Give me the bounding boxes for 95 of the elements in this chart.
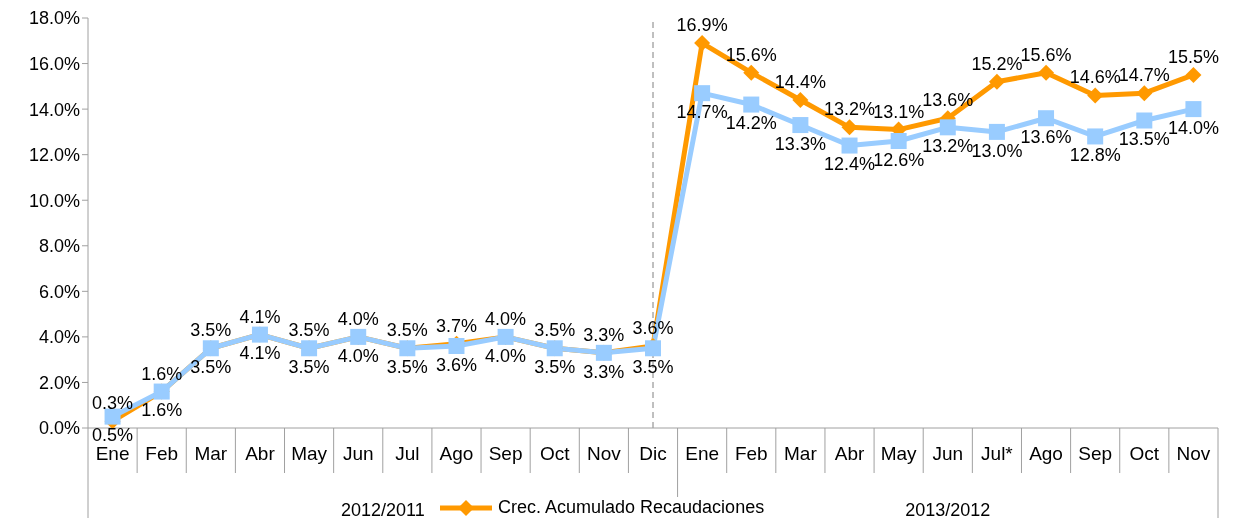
point: [939, 119, 956, 136]
data-label: 13.1%: [873, 101, 925, 122]
point: [841, 119, 858, 136]
data-label: 3.5%: [386, 357, 428, 378]
point: [841, 137, 858, 154]
x-tick-label: Feb: [734, 443, 768, 464]
point: [890, 133, 907, 149]
x-tick-label: Mar: [194, 443, 228, 464]
x-tick-label: Ago: [439, 443, 474, 464]
data-label: 12.8%: [1069, 145, 1121, 166]
data-label: 4.0%: [485, 345, 527, 366]
x-tick-label: Abr: [245, 443, 276, 464]
y-tick-label: 8.0%: [38, 236, 80, 257]
text: 2012/2011: [339, 500, 426, 518]
x-tick-label: Sep: [488, 443, 523, 464]
data-label: 15.6%: [725, 44, 777, 65]
y-tick-label: 4.0%: [38, 327, 80, 348]
data-label: 0.3%: [92, 393, 134, 414]
point: [743, 96, 760, 113]
x-tick-label: Dic: [639, 443, 667, 464]
point: [988, 73, 1005, 90]
data-label: 14.6%: [1069, 67, 1121, 88]
point: [743, 64, 760, 81]
data-label: 14.4%: [774, 72, 826, 92]
data-label: 13.6%: [1020, 127, 1072, 147]
y-tick-label: 2.0%: [38, 372, 80, 393]
point: [792, 92, 809, 108]
data-label: 3.6%: [435, 354, 477, 375]
data-label: 0.5%: [92, 425, 134, 446]
x-tick-label: Jun: [342, 443, 374, 464]
x-tick-label: Jul: [395, 443, 420, 464]
point: [988, 123, 1005, 140]
y-tick-label: 18.0%: [28, 8, 80, 29]
data-label: 3.5%: [288, 320, 330, 341]
point: [792, 117, 809, 134]
x-tick-label: Ago: [1029, 443, 1063, 464]
data-label: 3.5%: [386, 320, 428, 341]
point: [1185, 101, 1202, 118]
y-tick-label: 6.0%: [38, 281, 80, 302]
data-label: 16.9%: [676, 15, 728, 36]
point: [1087, 87, 1104, 104]
point: [1087, 128, 1104, 145]
point: [1136, 85, 1153, 102]
y-tick-label: 12.0%: [28, 145, 80, 166]
point: [1136, 112, 1153, 129]
data-label: 15.5%: [1167, 46, 1219, 67]
data-label: 3.5%: [190, 320, 232, 341]
data-label: 3.5%: [190, 357, 232, 378]
data-label: 3.5%: [288, 357, 330, 378]
data-label: 1.6%: [141, 363, 183, 384]
x-tick-label: Jun: [932, 443, 964, 464]
legend-label: Crec. Acumulado Recaudaciones: [498, 497, 765, 518]
y-tick-label: 14.0%: [28, 99, 80, 120]
x-tick-label: Sep: [1078, 443, 1113, 464]
data-label: 3.7%: [435, 315, 477, 336]
data-label: 13.2%: [922, 136, 974, 157]
data-label: 4.0%: [337, 345, 379, 366]
x-tick-label: Jul*: [981, 443, 1014, 464]
x-tick-label: Ene: [95, 443, 130, 464]
data-label: 4.1%: [239, 343, 281, 364]
data-label: 3.3%: [583, 361, 625, 382]
x-tick-label: May: [291, 443, 328, 464]
x-tick-label: May: [880, 443, 918, 464]
data-label: 3.3%: [583, 324, 625, 345]
point: [104, 408, 121, 425]
point: [1185, 66, 1202, 83]
data-label: 4.1%: [239, 306, 281, 327]
y-tick-label: 10.0%: [28, 190, 80, 211]
point: [1038, 110, 1055, 127]
data-label: 13.3%: [774, 133, 826, 154]
y-tick-label: 0.0%: [38, 418, 80, 439]
point: [694, 35, 711, 52]
x-tick-label: Oct: [1129, 443, 1160, 464]
x-tick-label: Feb: [145, 443, 179, 464]
data-label: 3.5%: [534, 320, 576, 341]
data-label: 12.4%: [824, 154, 876, 175]
x-tick-label: Ene: [685, 443, 720, 464]
data-label: 13.5%: [1118, 129, 1170, 150]
x-tick-label: Mar: [784, 443, 818, 464]
y-tick-label: 16.0%: [28, 53, 80, 74]
data-label: 3.5%: [632, 357, 674, 378]
x-tick-label: Oct: [539, 443, 571, 464]
x-tick-label: Nov: [1176, 443, 1211, 464]
data-label: 4.0%: [485, 308, 527, 329]
data-label: 14.0%: [1167, 117, 1219, 138]
point: [694, 85, 711, 102]
data-label: 1.6%: [141, 400, 183, 421]
data-label: 3.5%: [534, 357, 576, 378]
x-tick-label: Nov: [586, 443, 622, 464]
point: [1038, 64, 1055, 81]
data-label: 4.0%: [337, 308, 379, 329]
x-tick-label: Abr: [834, 443, 865, 464]
data-label: 15.2%: [971, 53, 1023, 74]
text: 2013/2012: [904, 500, 992, 518]
data-label: 3.6%: [632, 318, 674, 338]
